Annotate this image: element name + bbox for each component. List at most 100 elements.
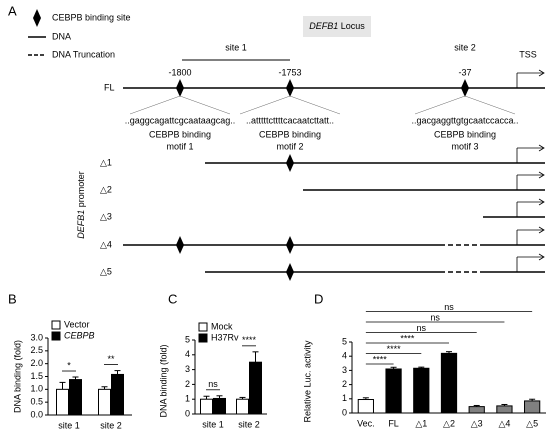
x-tick-label: △1 [415, 418, 427, 428]
motif-label: CEBPB binding [434, 129, 496, 139]
legend-text: H37Rv [211, 332, 239, 342]
legend-text: Mock [211, 321, 233, 331]
site-label: site 1 [225, 42, 247, 52]
x-tick-label: △2 [443, 418, 455, 428]
connector [239, 95, 291, 115]
legend-text: DNA Truncation [52, 49, 115, 59]
axis-word: promoter [76, 171, 86, 207]
position-label: -1753 [278, 67, 301, 77]
y-tick-label: 0.0 [30, 409, 43, 419]
legend-text: Vector [64, 319, 90, 329]
legend-swatch [51, 320, 61, 330]
locus-title: DEFB1 Locus [309, 21, 365, 31]
legend-swatch [198, 333, 208, 343]
bar [413, 367, 430, 414]
y-tick-label: 1.5 [30, 371, 43, 381]
connector [129, 95, 181, 115]
site-label: site 2 [454, 42, 476, 52]
significance: **** [400, 333, 415, 343]
bar [249, 361, 262, 415]
binding-site [461, 79, 469, 97]
y-tick-label: 2.5 [30, 345, 43, 355]
y-tick-label: 4 [185, 349, 190, 359]
y-tick-label: 5 [342, 336, 347, 346]
position-label: -1800 [168, 67, 191, 77]
significance: **** [373, 354, 388, 364]
connector [179, 95, 231, 115]
tss-arrowhead [538, 69, 545, 77]
x-tick-label: Vec. [357, 418, 375, 428]
row-label: △1 [100, 157, 112, 167]
y-tick-label: 2 [185, 379, 190, 389]
significance: ** [107, 354, 115, 364]
binding-site [176, 79, 184, 97]
bar [357, 399, 374, 414]
legend-swatch [198, 322, 208, 332]
bar [200, 398, 213, 415]
significance: ns [417, 323, 427, 333]
motif-label: motif 2 [276, 141, 303, 151]
y-tick-label: 0 [185, 408, 190, 418]
connector [414, 95, 466, 115]
row-label: △4 [100, 239, 112, 249]
sequence: ..gaggcagattcgcaataagcag.. [125, 115, 236, 125]
tss-label: TSS [519, 49, 537, 59]
x-tick-label: △4 [498, 418, 510, 428]
x-tick-label: site 1 [202, 419, 224, 429]
bar [440, 352, 458, 414]
x-tick-label: FL [388, 418, 399, 428]
x-tick-label: △5 [526, 418, 538, 428]
significance: ns [430, 312, 440, 322]
bar [385, 368, 402, 414]
legend-text: DNA [52, 31, 71, 41]
tss-arrowhead [538, 253, 545, 261]
y-tick-label: 2 [342, 379, 347, 389]
bar [98, 388, 111, 416]
motif-label: motif 1 [166, 141, 193, 151]
legend-text: CEBPB [64, 330, 95, 340]
binding-site [286, 154, 294, 172]
motif-label: CEBPB binding [149, 129, 211, 139]
bar [468, 406, 485, 414]
motif-label: motif 3 [451, 141, 478, 151]
bar [524, 400, 541, 414]
y-tick-label: 3.0 [30, 332, 43, 342]
gene: DEFB1 [76, 210, 86, 239]
panel-label: C [168, 291, 177, 306]
y-tick-label: 1 [185, 394, 190, 404]
y-tick-label: 3 [185, 364, 190, 374]
x-tick-label: site 2 [238, 419, 260, 429]
position-label: -37 [458, 67, 471, 77]
binding-site [286, 263, 294, 281]
sequence: ..gacgaggttgtgcaatccacca.. [411, 115, 518, 125]
y-tick-label: 0.5 [30, 397, 43, 407]
tss-arrowhead [538, 144, 545, 152]
x-tick-label: site 2 [100, 420, 122, 430]
x-tick-label: site 1 [58, 420, 80, 430]
row-label: △5 [100, 266, 112, 276]
significance: ns [444, 302, 454, 312]
y-tick-label: 2.0 [30, 358, 43, 368]
y-tick-label: 4 [342, 351, 347, 361]
panel-label: B [8, 291, 17, 306]
connector [289, 95, 341, 115]
tss-arrowhead [538, 226, 545, 234]
significance: **** [242, 335, 257, 345]
y-axis-label: DNA binding (fold) [158, 344, 168, 417]
row-label: △3 [100, 211, 112, 221]
y-axis-label: Relative Luc. activity [302, 340, 312, 423]
significance: ns [208, 379, 218, 389]
locus-box [303, 16, 371, 37]
connector [464, 95, 516, 115]
significance: **** [387, 344, 402, 354]
binding-site [286, 79, 294, 97]
y-tick-label: 0 [342, 407, 347, 417]
sequence: ..atttttcttttcacaatcttatt.. [246, 115, 334, 125]
bar [69, 379, 82, 416]
bar [111, 373, 124, 416]
bar [496, 405, 513, 414]
legend-text: CEBPB binding site [52, 12, 131, 22]
panel-label: D [314, 291, 323, 306]
y-tick-label: 3 [342, 365, 347, 375]
bar [56, 388, 69, 416]
